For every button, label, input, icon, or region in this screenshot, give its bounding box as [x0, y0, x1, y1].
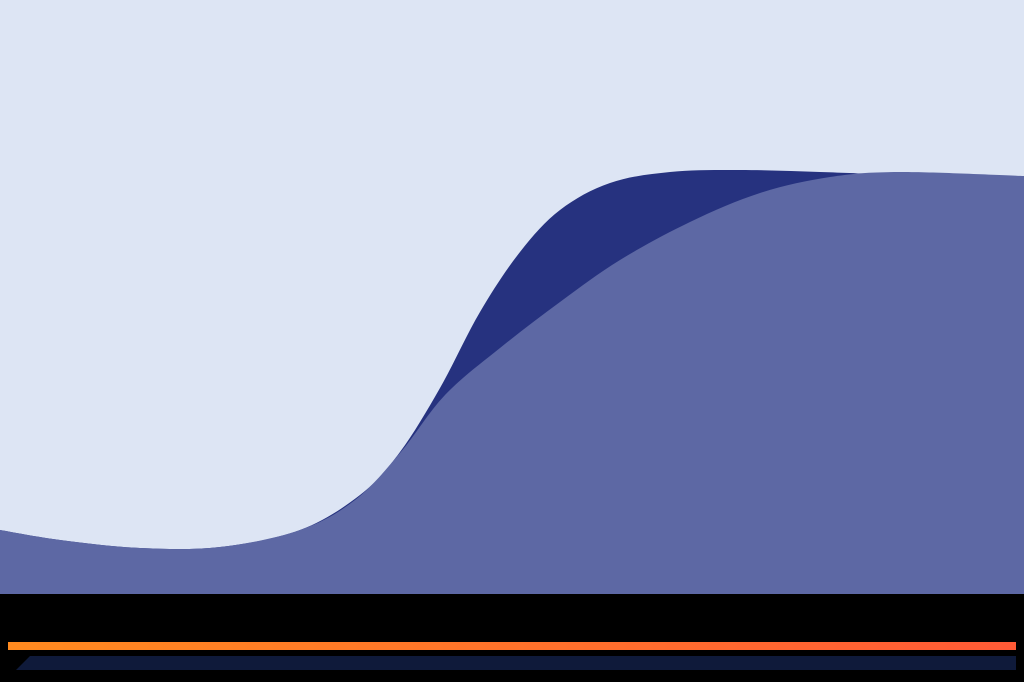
- area-chart: [0, 0, 1024, 682]
- footer-stripe-orange: [8, 642, 1016, 650]
- footer-stripe-navy: [16, 656, 1016, 670]
